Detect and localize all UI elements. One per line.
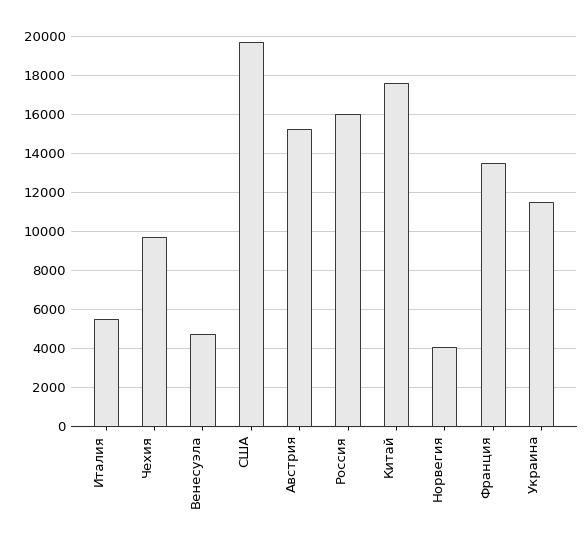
Bar xyxy=(529,201,553,426)
Bar xyxy=(239,41,263,426)
Bar xyxy=(191,334,215,426)
Bar xyxy=(336,114,360,426)
Bar xyxy=(432,347,456,426)
Bar xyxy=(287,129,311,426)
Bar xyxy=(480,163,505,426)
Bar xyxy=(384,82,408,426)
Bar xyxy=(142,237,166,426)
Bar xyxy=(93,319,118,426)
